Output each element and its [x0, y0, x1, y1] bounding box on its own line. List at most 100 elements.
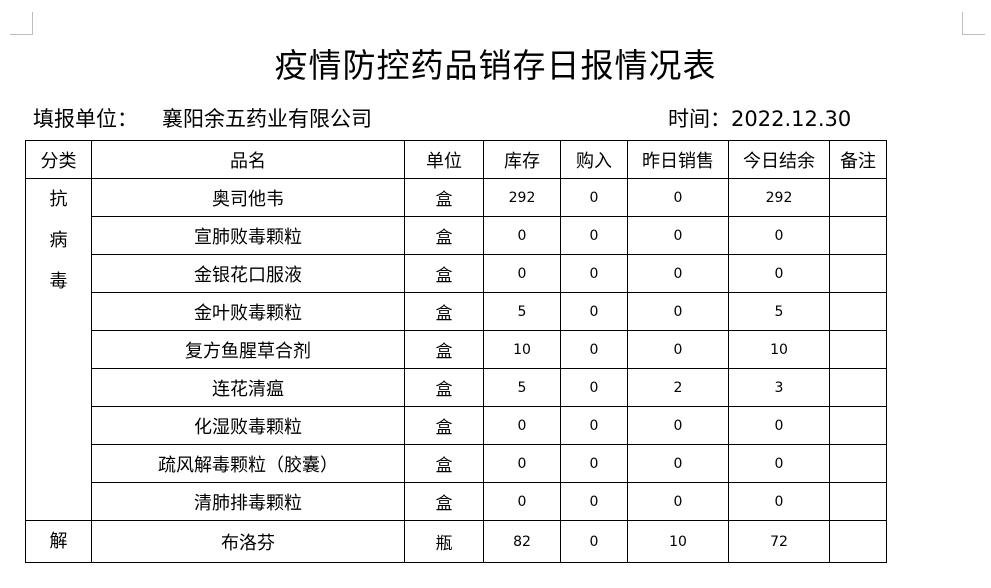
- table-row: 疏风解毒颗粒（胶囊）盒 0 0 0 0: [26, 444, 887, 483]
- header-name: 品名: [91, 140, 405, 179]
- cell-stock: 0: [483, 482, 561, 521]
- report-date-label: 时间：: [668, 107, 731, 131]
- cell-sold-yesterday: 0: [627, 292, 729, 331]
- table-row: 清肺排毒颗粒盒 0 0 0 0: [26, 482, 887, 521]
- cell-sold-yesterday: 10: [627, 520, 729, 563]
- cell-name: 金银花口服液: [91, 254, 405, 293]
- cell-remark: [829, 178, 887, 217]
- cell-sold-yesterday: 0: [627, 330, 729, 369]
- cell-name: 化湿败毒颗粒: [91, 406, 405, 445]
- header-category: 分类: [25, 140, 92, 179]
- cell-unit: 盒: [404, 330, 484, 369]
- cell-stock: 82: [483, 520, 561, 563]
- cell-purchase: 0: [560, 406, 628, 445]
- header-balance-today: 今日结余: [728, 140, 830, 179]
- table-row: 化湿败毒颗粒盒 0 0 0 0: [26, 406, 887, 445]
- cell-unit: 盒: [404, 178, 484, 217]
- cell-remark: [829, 520, 887, 563]
- cell-purchase: 0: [560, 330, 628, 369]
- cell-sold-yesterday: 0: [627, 444, 729, 483]
- table-row: 连花清瘟盒 5 0 2 3: [26, 368, 887, 407]
- cell-purchase: 0: [560, 520, 628, 563]
- table-row: 宣肺败毒颗粒盒 0 0 0 0: [26, 216, 887, 255]
- crop-mark-top-right: [962, 12, 985, 35]
- table-row: 解 布洛芬瓶 82 0 10 72: [25, 520, 887, 563]
- cell-remark: [829, 254, 887, 293]
- table-row: 金叶败毒颗粒盒 5 0 0 5: [26, 292, 887, 331]
- reporting-unit-label: 填报单位：: [33, 107, 138, 131]
- cell-balance-today: 0: [728, 216, 830, 255]
- cell-remark: [829, 292, 887, 331]
- cell-stock: 0: [483, 406, 561, 445]
- cell-remark: [829, 482, 887, 521]
- cell-category: 解: [25, 520, 92, 563]
- cell-remark: [829, 216, 887, 255]
- cell-purchase: 0: [560, 482, 628, 521]
- cell-name: 金叶败毒颗粒: [91, 292, 405, 331]
- table-row: 抗病毒奥司他韦盒 292 0 0 292: [25, 178, 887, 521]
- cell-name: 宣肺败毒颗粒: [91, 216, 405, 255]
- category-char: 解: [49, 531, 68, 552]
- cell-name: 疏风解毒颗粒（胶囊）: [91, 444, 405, 483]
- cell-balance-today: 10: [728, 330, 830, 369]
- cell-sold-yesterday: 0: [627, 406, 729, 445]
- reporting-unit-value: 襄阳余五药业有限公司: [162, 107, 372, 131]
- cell-unit: 盒: [404, 406, 484, 445]
- table-row: 复方鱼腥草合剂盒 10 0 0 10: [26, 330, 887, 369]
- cell-stock: 0: [483, 254, 561, 293]
- report-date-value: 2022.12.30: [731, 107, 852, 131]
- report-date: 时间：2022.12.30: [668, 104, 851, 134]
- header-purchase: 购入: [560, 140, 628, 179]
- cell-stock: 292: [483, 178, 561, 217]
- header-unit: 单位: [404, 140, 484, 179]
- cell-stock: 5: [483, 292, 561, 331]
- header-stock: 库存: [483, 140, 561, 179]
- cell-unit: 盒: [404, 254, 484, 293]
- cell-balance-today: 292: [728, 178, 830, 217]
- cell-balance-today: 0: [728, 254, 830, 293]
- cell-category: 抗病毒: [25, 178, 92, 521]
- cell-unit: 盒: [404, 482, 484, 521]
- cell-balance-today: 5: [728, 292, 830, 331]
- report-title: 疫情防控药品销存日报情况表: [274, 46, 717, 85]
- cell-remark: [829, 368, 887, 407]
- table-row: 金银花口服液盒 0 0 0 0: [26, 254, 887, 293]
- cell-name: 布洛芬: [91, 520, 405, 563]
- crop-mark-top-left: [10, 12, 33, 35]
- cell-stock: 5: [483, 368, 561, 407]
- header-sold-yesterday: 昨日销售: [627, 140, 729, 179]
- cell-balance-today: 3: [728, 368, 830, 407]
- cell-balance-today: 0: [728, 406, 830, 445]
- cell-name: 奥司他韦: [91, 178, 405, 217]
- category-char: 抗: [49, 189, 68, 210]
- cell-purchase: 0: [560, 254, 628, 293]
- inventory-table: 分类 品名 单位 库存 购入 昨日销售 今日结余 备注 抗病毒奥司他韦盒 292 0…: [25, 140, 887, 563]
- cell-unit: 瓶: [404, 520, 484, 563]
- cell-sold-yesterday: 2: [627, 368, 729, 407]
- table-body: 抗病毒奥司他韦盒 292 0 0 292 宣肺败毒颗粒盒 0 0 0 0 金银花口服液盒 0 0 0 0 金叶…: [25, 178, 887, 563]
- cell-remark: [829, 406, 887, 445]
- cell-unit: 盒: [404, 216, 484, 255]
- cell-name: 复方鱼腥草合剂: [91, 330, 405, 369]
- header-remark: 备注: [829, 140, 887, 179]
- cell-remark: [829, 330, 887, 369]
- cell-unit: 盒: [404, 368, 484, 407]
- category-char: 毒: [49, 271, 68, 292]
- cell-sold-yesterday: 0: [627, 254, 729, 293]
- cell-purchase: 0: [560, 292, 628, 331]
- reporting-unit: 填报单位： 襄阳余五药业有限公司: [33, 104, 372, 134]
- cell-balance-today: 0: [728, 444, 830, 483]
- cell-sold-yesterday: 0: [627, 482, 729, 521]
- cell-purchase: 0: [560, 368, 628, 407]
- cell-balance-today: 0: [728, 482, 830, 521]
- cell-stock: 0: [483, 216, 561, 255]
- cell-stock: 10: [483, 330, 561, 369]
- category-char: 病: [49, 230, 68, 251]
- cell-name: 连花清瘟: [91, 368, 405, 407]
- cell-sold-yesterday: 0: [627, 178, 729, 217]
- cell-purchase: 0: [560, 178, 628, 217]
- cell-balance-today: 72: [728, 520, 830, 563]
- cell-remark: [829, 444, 887, 483]
- cell-unit: 盒: [404, 444, 484, 483]
- cell-sold-yesterday: 0: [627, 216, 729, 255]
